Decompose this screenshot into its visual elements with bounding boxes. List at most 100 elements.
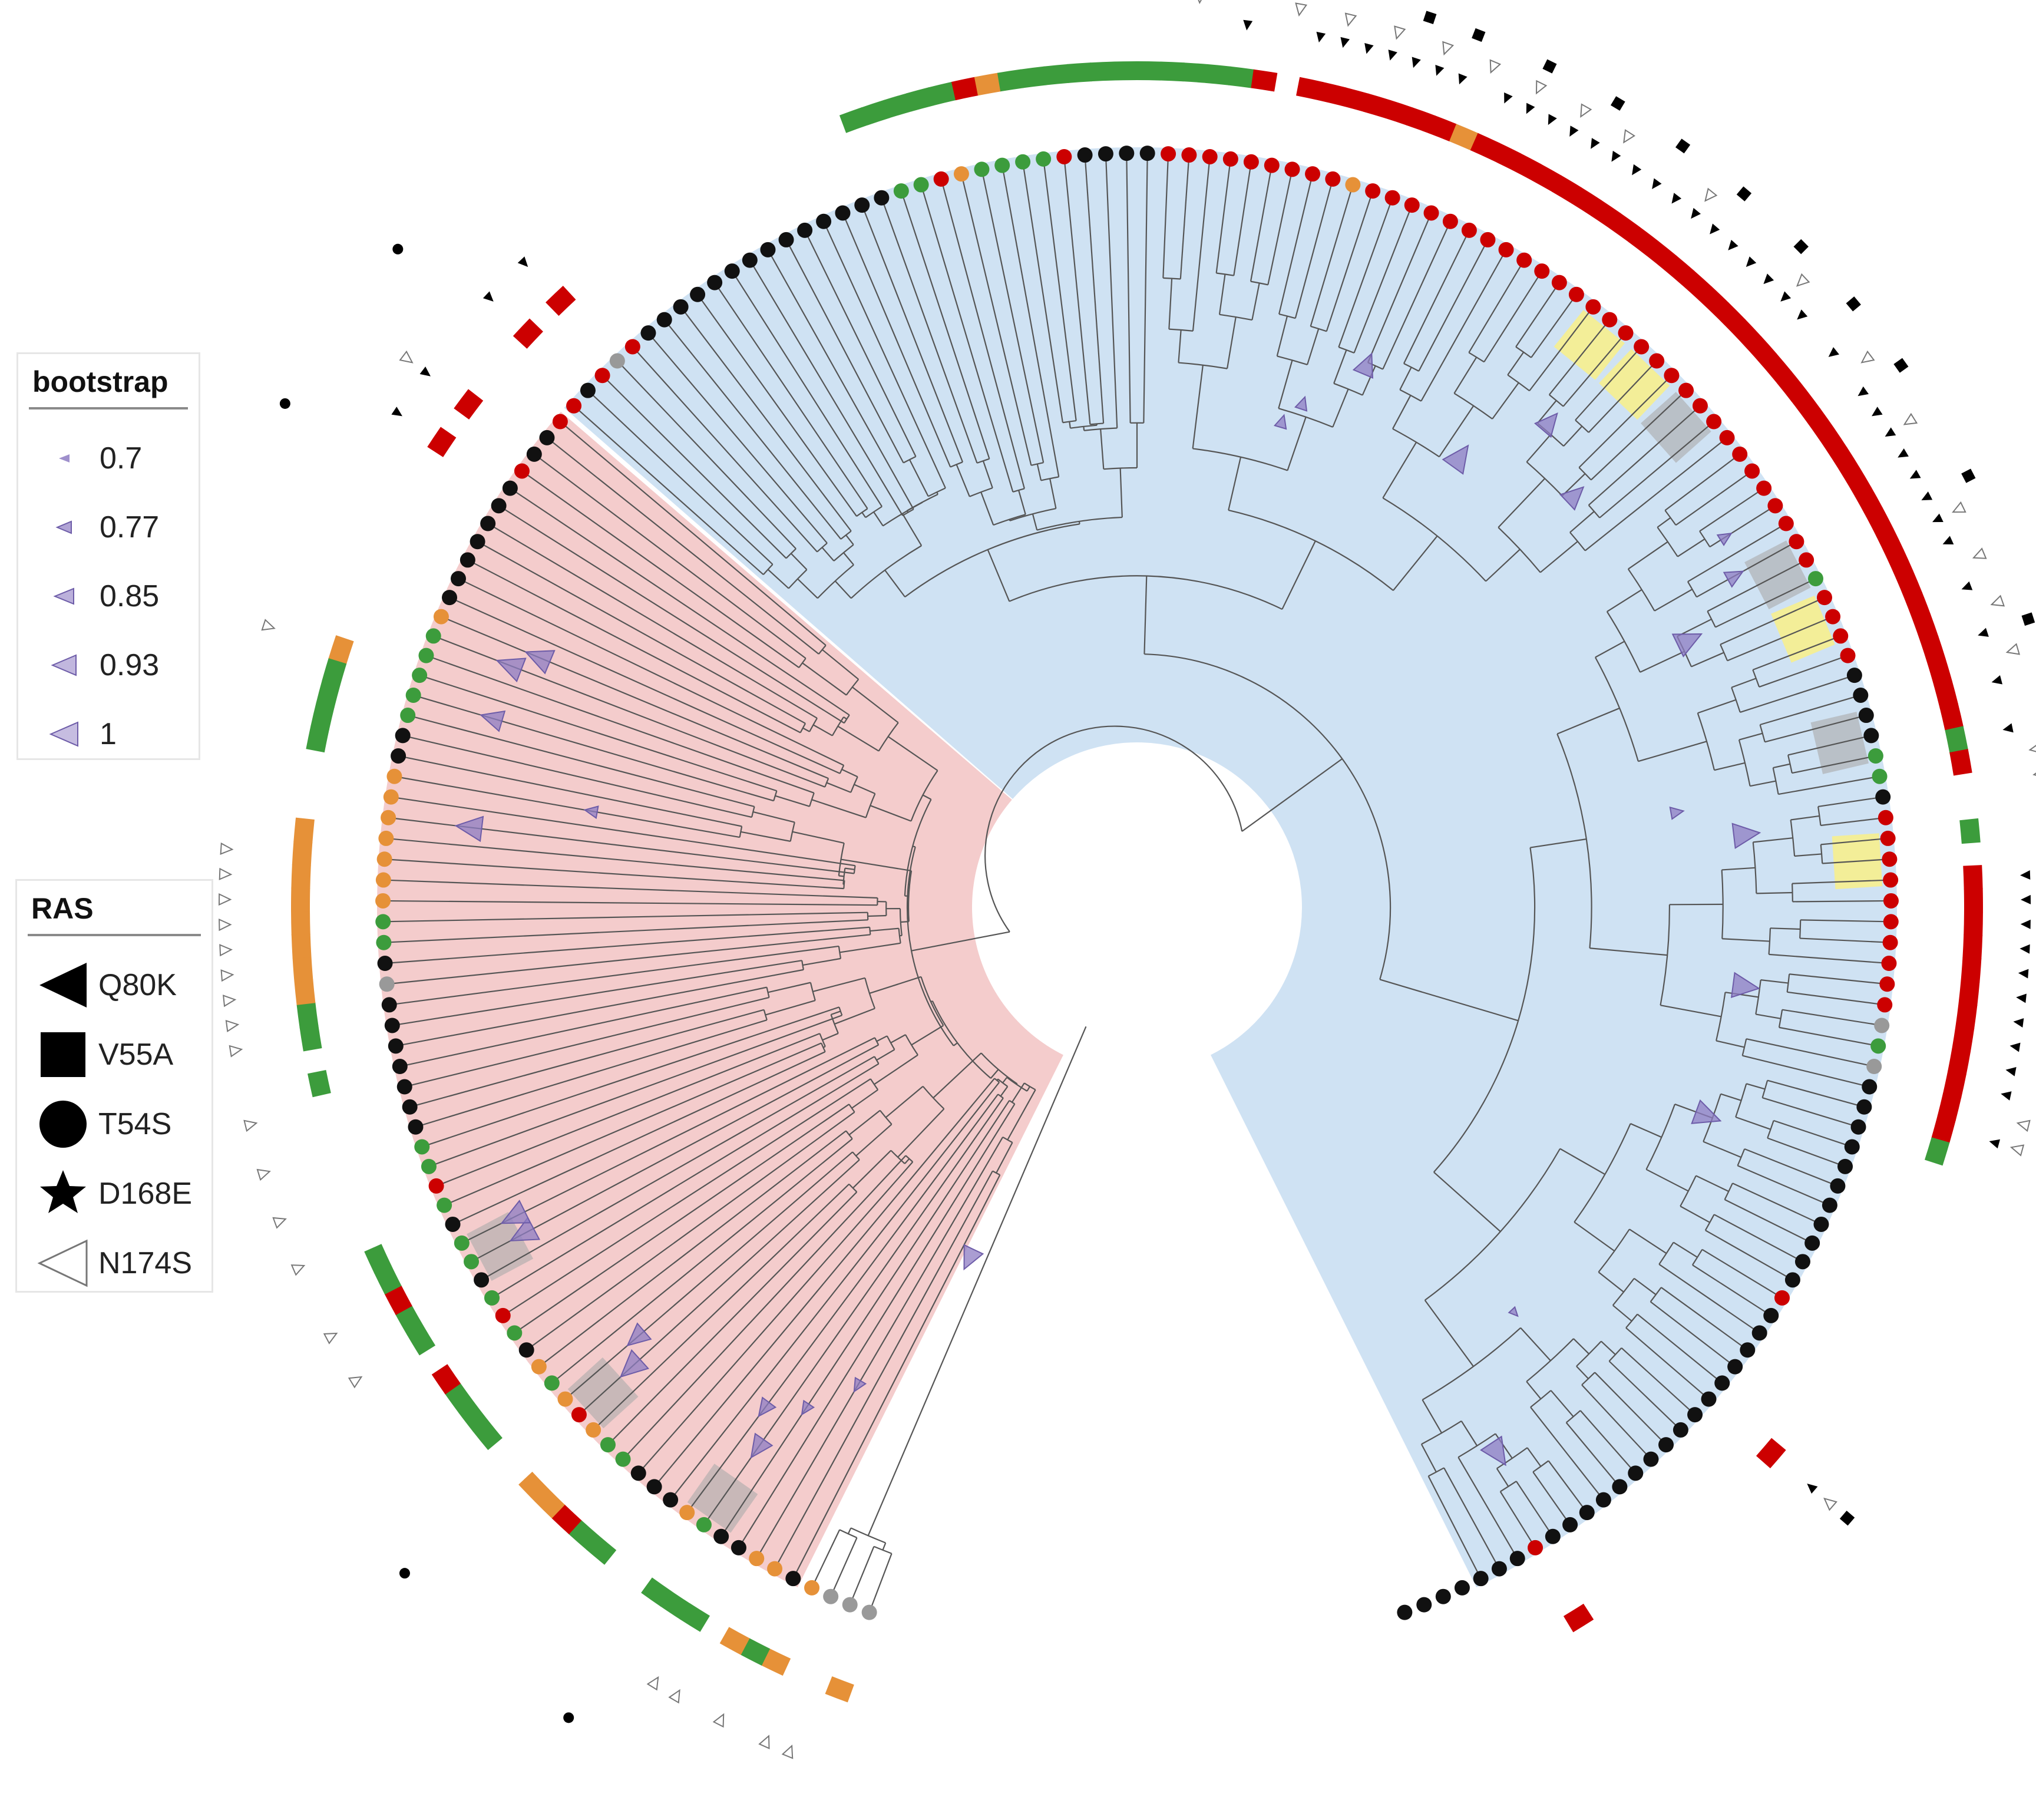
tip-point	[1435, 1588, 1451, 1604]
tree-branch	[1629, 1228, 1667, 1254]
bootstrap-marker	[758, 1396, 777, 1418]
bootstrap-legend-row: 1	[29, 699, 188, 768]
tree-branch-arc	[1515, 346, 1532, 358]
tip-point	[1585, 299, 1601, 315]
ras-legend-row: D168E	[28, 1159, 201, 1228]
tip-point	[913, 177, 929, 193]
tree-branch	[1496, 1468, 1509, 1487]
tip-point	[1744, 463, 1760, 479]
tree-branch	[1722, 938, 1770, 942]
tree-branch	[933, 1052, 982, 1099]
tree-branch	[1453, 356, 1478, 394]
tip-point	[1808, 571, 1824, 587]
q80k-marker	[2002, 723, 2014, 733]
tree-branch	[1640, 650, 1685, 673]
annotation-segment	[458, 1401, 488, 1432]
tree-branch	[1002, 165, 1060, 477]
tip-point	[1863, 728, 1879, 744]
q80k-marker	[1388, 49, 1397, 61]
tree-branch-arc	[1658, 1241, 1674, 1265]
tip-point	[375, 893, 391, 909]
tree-branch	[785, 239, 904, 464]
tip-point	[861, 1604, 877, 1620]
tree-branch	[714, 282, 868, 509]
annotation-segment	[1939, 703, 1964, 731]
tip-point	[1384, 190, 1400, 206]
annotation-segment	[740, 1637, 771, 1666]
tree-branch	[449, 597, 841, 774]
tree-branch	[1612, 1304, 1632, 1322]
tree-branch	[587, 389, 774, 565]
tree-branch	[1424, 1300, 1474, 1367]
tree-branch	[870, 927, 899, 932]
annotation-segment	[1777, 371, 1807, 402]
annotation-segment	[1159, 61, 1185, 82]
annotation-segment	[1952, 1025, 1975, 1052]
tree-branch	[1737, 1165, 1830, 1206]
tree-branch-arc	[1792, 883, 1793, 902]
tip-point	[1774, 1290, 1790, 1306]
tip-point	[1568, 286, 1584, 302]
tree-branch	[870, 805, 911, 822]
annotation-segment	[1681, 270, 1713, 301]
tree-branch	[1179, 154, 1190, 279]
annotation-segment	[310, 702, 335, 731]
tree-branch	[1393, 536, 1438, 591]
annotation-segment	[308, 1069, 331, 1098]
tree-branch	[680, 306, 852, 532]
tree-branch	[1032, 513, 1038, 531]
tree-branch	[1007, 1089, 1036, 1141]
tree-branch	[940, 179, 1025, 489]
tip-point	[1612, 1479, 1628, 1495]
tree-branch	[901, 513, 923, 546]
tip-point	[1740, 1342, 1756, 1358]
n174s-marker	[220, 842, 234, 855]
n174s-marker	[1394, 25, 1406, 40]
q80k-marker	[1569, 125, 1579, 137]
bootstrap-marker	[1480, 1435, 1506, 1466]
annotation-segment	[292, 956, 313, 982]
tip-point	[566, 398, 582, 414]
tree-branch	[1483, 270, 1543, 362]
tip-point	[1825, 609, 1841, 625]
annotation-segment	[534, 1488, 565, 1519]
tree-branch	[647, 332, 828, 544]
annotation-segment	[364, 1244, 392, 1274]
tree-branch	[1588, 360, 1657, 433]
q80k-marker	[482, 291, 494, 302]
tree-branch	[491, 1063, 880, 1299]
tip-point	[1473, 1571, 1489, 1587]
tree-branch	[467, 559, 801, 734]
annotation-segment	[861, 100, 890, 125]
tree-root-arc	[984, 725, 1243, 933]
tree-branch	[1740, 675, 1855, 713]
tree-center-hole	[975, 745, 1299, 1069]
annotation-segment	[1912, 613, 1939, 643]
tree-branch-arc	[838, 1006, 843, 1016]
bootstrap-marker	[1669, 806, 1685, 820]
annotation-segment	[1406, 107, 1436, 134]
tip-point	[1454, 1580, 1470, 1596]
tree-branch	[1820, 817, 1886, 827]
tip-point	[375, 914, 391, 930]
tree-branch	[855, 1124, 893, 1157]
tree-branch	[1818, 796, 1883, 808]
n174s-marker	[1952, 501, 1966, 513]
tree-branch	[1192, 365, 1204, 449]
annotation-segment	[1876, 528, 1904, 558]
tree-branch	[987, 549, 1010, 602]
tip-point	[460, 552, 475, 568]
tree-branch	[831, 1010, 841, 1016]
annotation-segment	[1866, 507, 1894, 537]
tree-branch	[1792, 755, 1876, 774]
tree-branch	[386, 934, 871, 985]
tree-branch	[402, 735, 752, 818]
n174s-marker	[1535, 80, 1548, 95]
tree-branch-arc	[1457, 1433, 1496, 1458]
tree-branch	[1162, 154, 1169, 278]
tip-point	[1562, 1517, 1578, 1532]
annotation-segment	[1756, 1438, 1786, 1469]
tree-branch-arc	[1790, 820, 1796, 857]
tree-branch-arc	[1625, 1313, 1638, 1329]
tree-branch	[1707, 559, 1807, 612]
